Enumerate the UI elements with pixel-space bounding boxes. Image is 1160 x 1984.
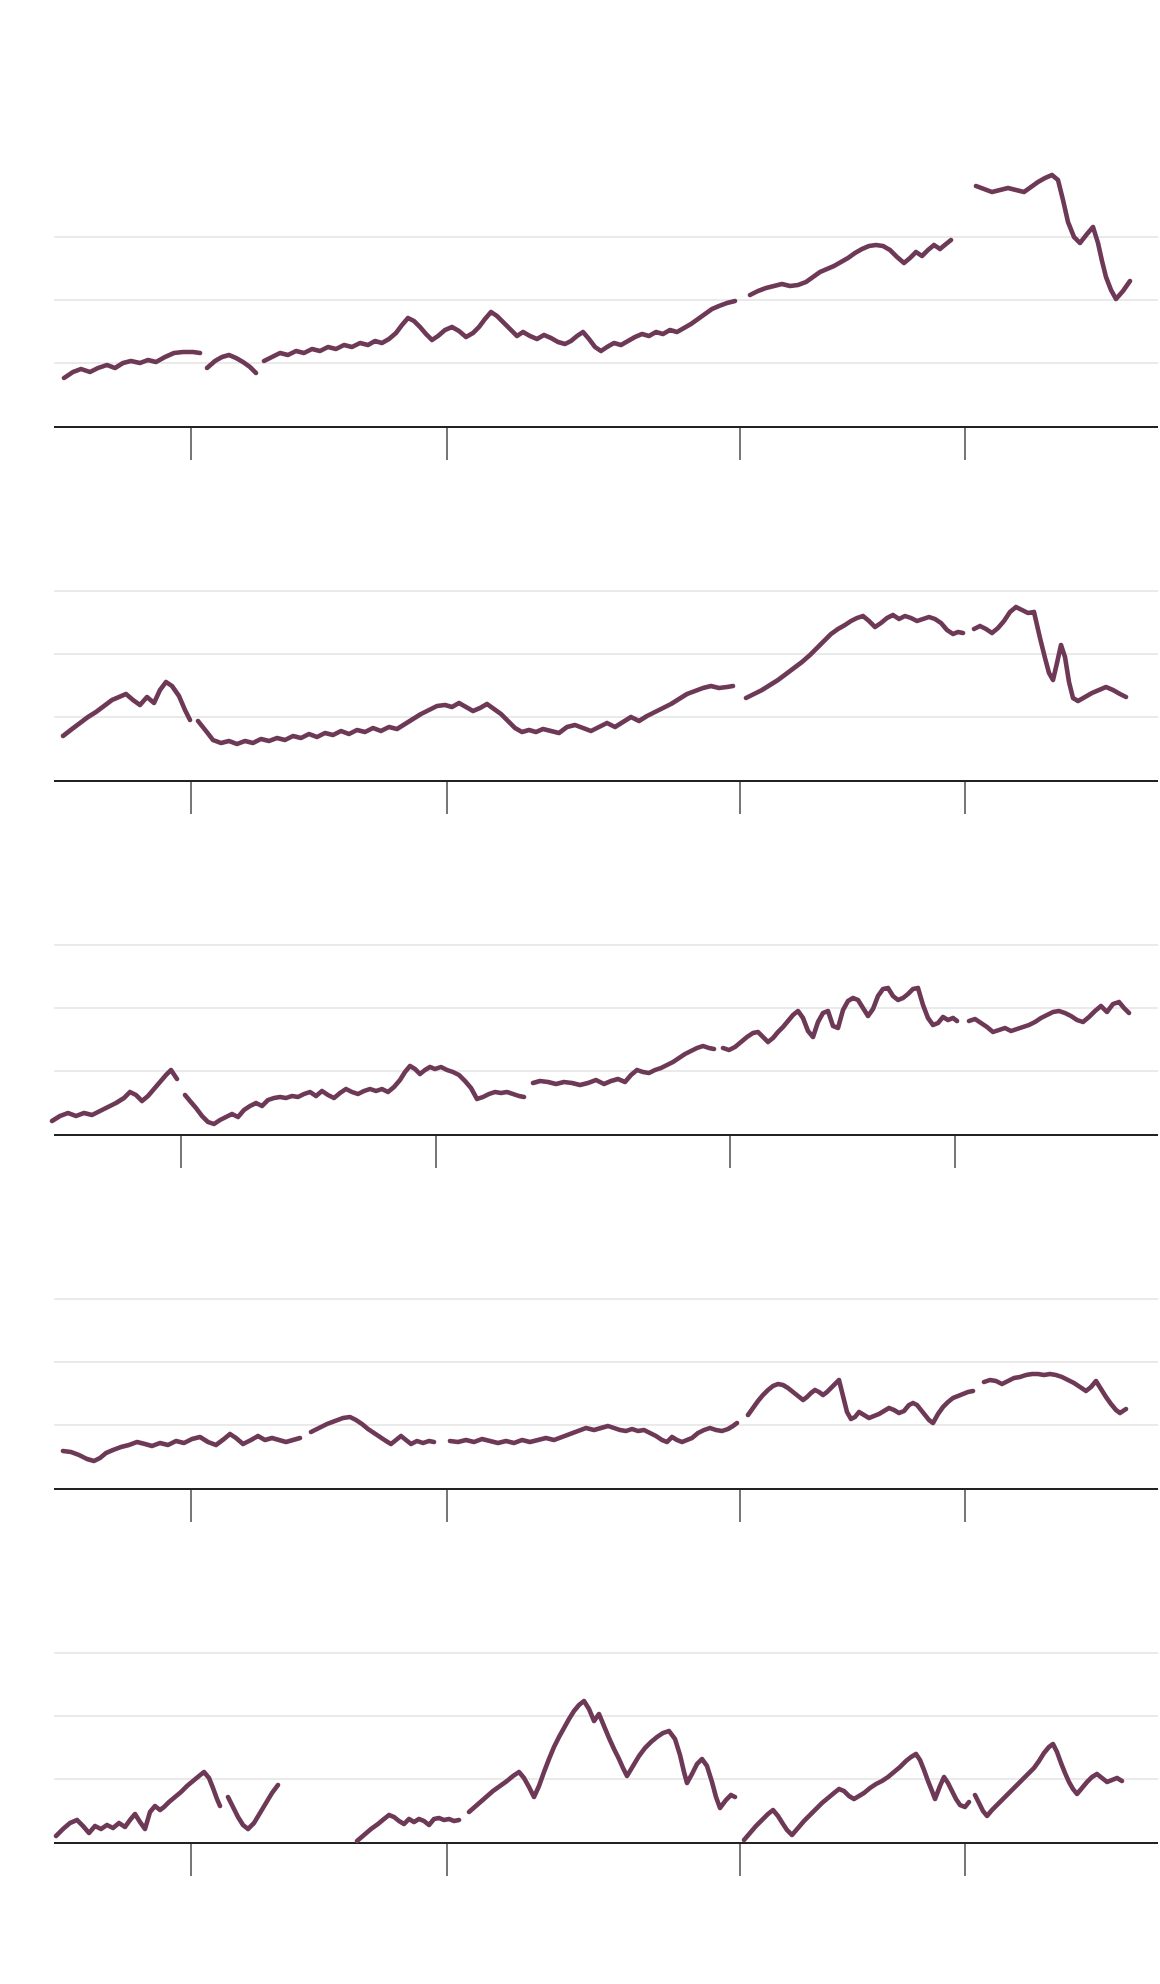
series-line-segment (261, 298, 738, 364)
series-line-segment (61, 349, 203, 381)
chart-panel-1 (54, 172, 1158, 460)
series-line-segment (49, 1067, 180, 1124)
series-line-segment (741, 1751, 972, 1843)
series-line-segment (182, 1063, 527, 1127)
chart-panel-4 (54, 1298, 1158, 1522)
series-line-segment (720, 985, 960, 1053)
chart-panel-2 (54, 590, 1158, 814)
chart-panel-3 (49, 944, 1158, 1168)
series-line-segment (447, 1420, 740, 1446)
series-line-segment (747, 237, 954, 298)
series-line-segment (971, 604, 1129, 704)
series-line-segment (53, 1769, 223, 1839)
series-line-segment (308, 1414, 437, 1447)
series-line-segment (60, 679, 193, 739)
series-line-segment (966, 999, 1132, 1035)
series-line-segment (981, 1371, 1129, 1416)
series-line-segment (973, 172, 1133, 302)
series-line-segment (530, 1043, 717, 1088)
series-line-segment (743, 612, 966, 701)
chart-panel-5 (53, 1652, 1158, 1876)
series-line-segment (204, 352, 259, 376)
series-line-segment (60, 1431, 303, 1464)
series-line-segment (466, 1698, 738, 1815)
series-line-segment (745, 1377, 976, 1426)
series-line-segment (195, 683, 736, 747)
series-line-segment (225, 1782, 281, 1832)
series-line-segment (354, 1812, 462, 1844)
series-line-segment (972, 1741, 1125, 1819)
